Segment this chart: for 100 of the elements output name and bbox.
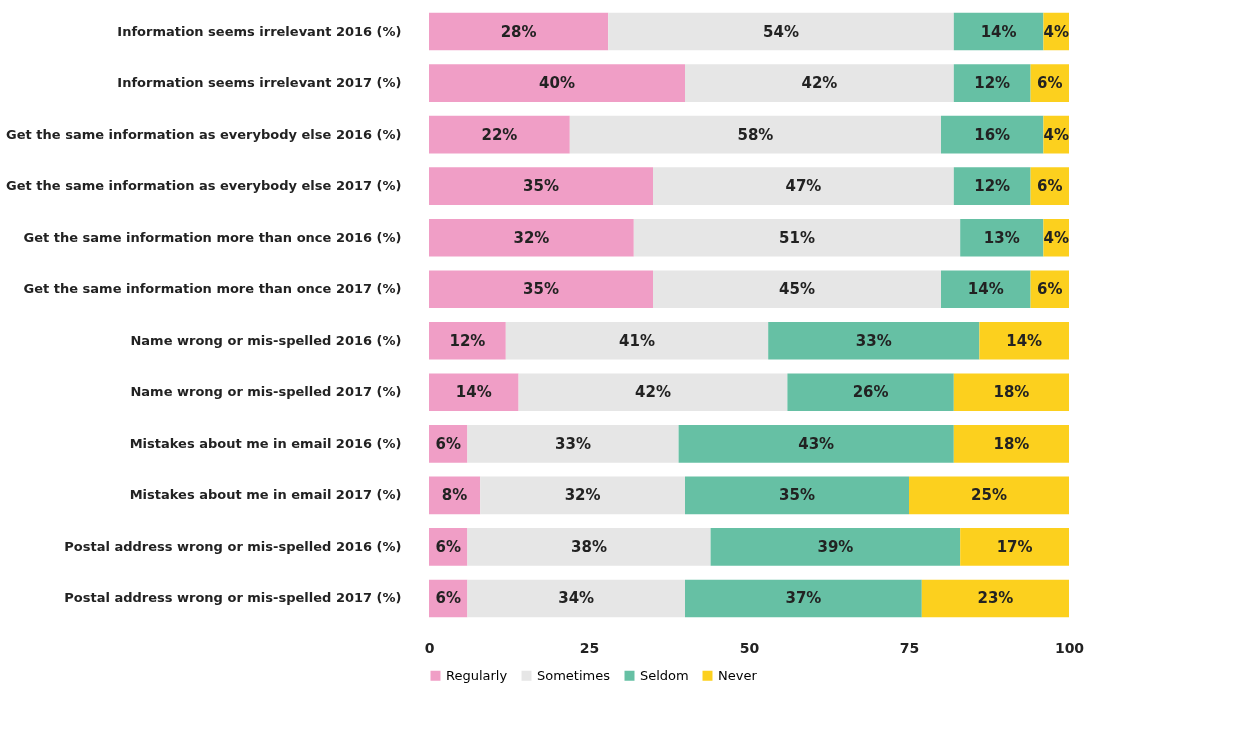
data-label: 38% xyxy=(571,537,607,556)
data-label: 12% xyxy=(449,331,486,350)
data-label: 35% xyxy=(779,486,815,505)
x-tick-label: 25 xyxy=(579,639,600,656)
y-tick-label: Mistakes about me in email 2016 (%) xyxy=(129,435,402,451)
data-label: 4% xyxy=(1043,228,1069,247)
bar xyxy=(953,373,1069,412)
bar xyxy=(941,270,1031,309)
y-tick-label: Name wrong or mis-spelled 2017 (%) xyxy=(130,384,402,400)
data-label: 33% xyxy=(855,331,892,350)
data-label: 6% xyxy=(1037,280,1063,299)
bar xyxy=(480,476,685,515)
data-label: 17% xyxy=(996,537,1033,556)
data-label: 43% xyxy=(798,434,835,453)
data-label: 35% xyxy=(523,177,559,196)
data-label: 51% xyxy=(779,228,815,247)
bar xyxy=(633,218,961,257)
x-tick-label: 100 xyxy=(1054,639,1085,656)
data-label: 54% xyxy=(763,22,799,41)
bar xyxy=(921,579,1069,618)
data-label: 14% xyxy=(1006,331,1043,350)
x-tick-label: 75 xyxy=(899,639,920,656)
y-tick-label: Information seems irrelevant 2016 (%) xyxy=(117,23,402,39)
legend-label: Regularly xyxy=(446,667,508,683)
data-label: 35% xyxy=(523,280,559,299)
bar xyxy=(518,373,788,412)
bar xyxy=(953,12,1044,51)
bar xyxy=(953,425,1069,463)
legend-label: Seldom xyxy=(640,667,689,683)
x-tick-label: 50 xyxy=(739,639,760,656)
bar xyxy=(505,321,769,360)
bar xyxy=(960,218,1044,257)
data-label: 33% xyxy=(555,434,591,453)
data-label: 45% xyxy=(779,280,815,299)
data-label: 34% xyxy=(558,589,595,608)
bar xyxy=(429,321,506,360)
y-tick-label: Mistakes about me in email 2017 (%) xyxy=(129,487,402,503)
legend-label: Never xyxy=(718,667,758,683)
data-label: 32% xyxy=(513,228,550,247)
y-tick-label: Get the same information as everybody else 2017 (%) xyxy=(6,178,402,194)
data-label: 16% xyxy=(974,125,1011,144)
data-label: 4% xyxy=(1043,22,1069,41)
bar xyxy=(569,115,941,154)
data-label: 40% xyxy=(539,74,575,93)
y-tick-label: Name wrong or mis-spelled 2016 (%) xyxy=(130,332,402,348)
data-label: 39% xyxy=(817,537,854,556)
bar xyxy=(467,528,711,566)
data-label: 22% xyxy=(481,125,518,144)
data-label: 13% xyxy=(983,228,1020,247)
bar xyxy=(953,64,1031,102)
data-label: 6% xyxy=(435,537,461,556)
data-label: 25% xyxy=(971,486,1007,505)
data-label: 6% xyxy=(1037,177,1063,196)
data-label: 4% xyxy=(1043,125,1069,144)
data-label: 18% xyxy=(993,434,1030,453)
data-label: 6% xyxy=(1037,74,1063,93)
y-tick-label: Information seems irrelevant 2017 (%) xyxy=(117,75,402,91)
y-tick-label: Get the same information more than once 2016 (%) xyxy=(23,229,402,245)
data-label: 8% xyxy=(441,486,468,505)
bar xyxy=(941,115,1044,154)
y-tick-label: Postal address wrong or mis-spelled 2017 (%) xyxy=(64,590,402,606)
data-label: 6% xyxy=(435,434,461,453)
bar xyxy=(710,528,961,566)
data-label: 12% xyxy=(974,74,1011,93)
bar xyxy=(960,528,1069,566)
data-label: 47% xyxy=(785,177,822,196)
data-label: 28% xyxy=(500,22,537,41)
bar xyxy=(653,167,954,205)
y-tick-label: Get the same information as everybody else 2016 (%) xyxy=(6,126,402,142)
bar xyxy=(429,218,634,257)
bar xyxy=(653,270,941,309)
data-label: 41% xyxy=(619,331,655,350)
data-label: 58% xyxy=(737,125,774,144)
bar xyxy=(429,64,685,102)
bar xyxy=(429,373,519,412)
data-label: 14% xyxy=(455,383,492,402)
data-label: 18% xyxy=(993,383,1030,402)
bar xyxy=(909,476,1069,515)
bar xyxy=(429,167,653,205)
data-label: 37% xyxy=(785,589,822,608)
data-label: 26% xyxy=(852,383,889,402)
bar xyxy=(429,12,609,51)
data-label: 42% xyxy=(635,383,671,402)
legend-label: Sometimes xyxy=(537,667,611,683)
bar xyxy=(685,476,909,515)
x-tick-label: 0 xyxy=(424,639,435,656)
bar xyxy=(685,579,922,618)
bar xyxy=(429,115,570,154)
bar xyxy=(979,321,1069,360)
bar xyxy=(467,425,679,463)
bar xyxy=(953,167,1031,205)
bar xyxy=(429,270,653,309)
data-label: 14% xyxy=(980,22,1017,41)
data-label: 12% xyxy=(974,177,1011,196)
bar xyxy=(608,12,954,51)
data-label: 42% xyxy=(801,74,838,93)
bar xyxy=(685,64,954,102)
data-label: 32% xyxy=(564,486,601,505)
bar xyxy=(467,579,685,618)
data-label: 14% xyxy=(967,280,1004,299)
